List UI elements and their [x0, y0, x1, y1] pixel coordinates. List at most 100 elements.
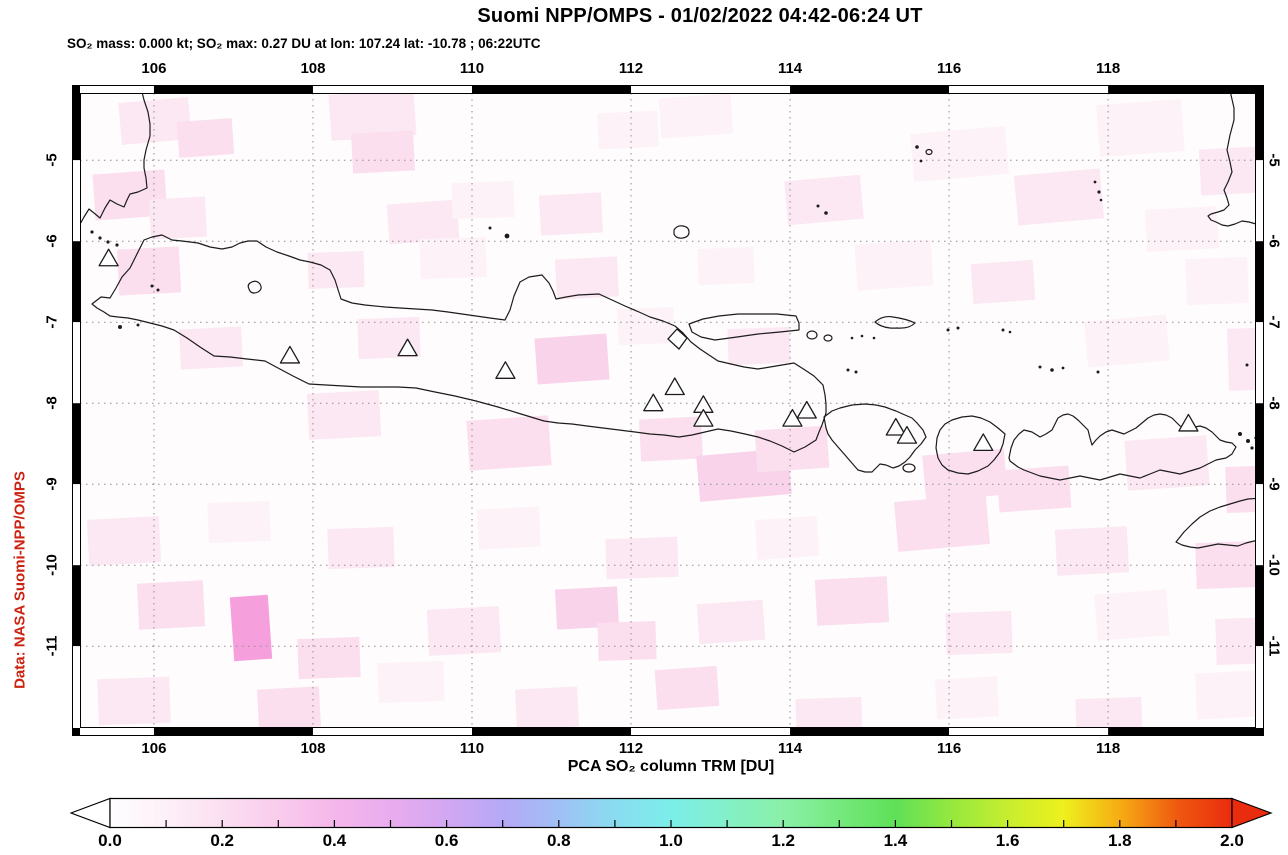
lat-tick-left--8: -8	[43, 396, 61, 410]
neatline-segment	[1256, 646, 1264, 728]
coastline-madura	[688, 313, 800, 341]
lat-tick-left--6: -6	[43, 234, 61, 248]
neatline-segment	[1256, 565, 1264, 647]
lon-tick-bottom-110: 110	[459, 740, 485, 757]
so2-patch	[1094, 589, 1170, 641]
so2-patch	[327, 526, 395, 570]
coastline-sumatra	[80, 93, 151, 226]
so2-patch	[116, 246, 182, 296]
volcano-triangle-icon	[973, 433, 994, 452]
lon-tick-top-108: 108	[300, 60, 326, 77]
neatline-segment	[631, 85, 791, 93]
lat-tick-left--5: -5	[43, 153, 61, 167]
so2-patch	[1054, 526, 1130, 576]
neatline-segment	[72, 160, 80, 242]
so2-patch	[1185, 256, 1249, 306]
lat-tick-right--10: -10	[1265, 554, 1283, 577]
colorbar-tick-label-0.8: 0.8	[546, 831, 571, 850]
so2-patch	[922, 448, 1008, 502]
neatline-segment	[1256, 403, 1264, 485]
colorbar-tick-label-1.6: 1.6	[995, 831, 1020, 850]
lon-tick-bottom-118: 118	[1095, 740, 1121, 757]
so2-patch	[1124, 435, 1210, 491]
so2-patch	[178, 326, 244, 370]
neatline-segment	[72, 403, 80, 485]
neatline-segment	[80, 85, 154, 93]
volcano-triangle-icon	[693, 408, 714, 427]
so2-patch	[784, 174, 864, 226]
islet-dots	[90, 145, 1256, 450]
lat-tick-left--10: -10	[43, 554, 61, 577]
colorbar-tick-label-0.6: 0.6	[434, 831, 459, 850]
lat-tick-right--8: -8	[1265, 396, 1283, 410]
so2-patch	[229, 594, 273, 662]
so2-patch	[697, 247, 755, 285]
lat-tick-left--7: -7	[43, 315, 61, 329]
neatline-segment	[153, 85, 313, 93]
volcano-triangle-icon	[98, 248, 119, 267]
neatline-segment	[790, 85, 950, 93]
colorbar-tick-label-0.2: 0.2	[210, 831, 235, 850]
so2-patch	[945, 610, 1013, 656]
graticule-gridlines	[80, 93, 1256, 728]
diamond-marker	[667, 328, 688, 350]
so2-pixel-patches	[86, 93, 1256, 728]
lat-tick-left--11: -11	[43, 635, 61, 657]
colorbar	[70, 797, 1273, 829]
so2-patch	[893, 494, 991, 552]
neatline-segment	[472, 728, 632, 736]
so2-patch	[854, 239, 934, 291]
volcano-triangle-icon	[279, 345, 301, 364]
neatline-segment	[1108, 85, 1256, 93]
lon-tick-top-110: 110	[459, 60, 485, 77]
so2-patch	[306, 390, 382, 440]
map-outer-frame	[72, 85, 1264, 736]
lat-tick-right--11: -11	[1265, 635, 1283, 657]
neatline-segment	[312, 728, 472, 736]
so2-patch	[597, 620, 657, 662]
so2-patch	[910, 125, 1009, 183]
coastline-java	[91, 234, 827, 453]
so2-patch	[1075, 696, 1143, 728]
so2-patch	[617, 307, 675, 345]
island-kangean	[874, 315, 916, 329]
lat-tick-right--6: -6	[1265, 234, 1283, 248]
volcano-triangle-icon	[664, 377, 685, 396]
neatline-segment	[72, 484, 80, 566]
colorbar-overflow-arrow	[1231, 797, 1273, 829]
coastline-lombok	[935, 415, 1006, 475]
so2-patch	[1198, 146, 1256, 196]
so2-patch	[136, 580, 206, 630]
lat-tick-right--9: -9	[1265, 477, 1283, 491]
island-raas	[823, 334, 833, 342]
colorbar-underflow-arrow	[70, 797, 111, 829]
so2-patch	[1144, 206, 1220, 252]
so2-patch	[795, 696, 863, 728]
colorbar-tick-label-1.2: 1.2	[771, 831, 796, 850]
neatline-segment	[80, 728, 154, 736]
so2-patch	[426, 606, 502, 656]
island-bawean	[673, 225, 690, 239]
neatline-segment	[949, 728, 1109, 736]
lon-tick-top-106: 106	[141, 60, 167, 77]
coastline-bali	[823, 403, 927, 473]
map-inner-frame	[80, 93, 1256, 728]
colorbar-tick-label-1.0: 1.0	[659, 831, 683, 850]
so2-patch	[554, 256, 620, 300]
so2-patch	[934, 676, 1000, 720]
volcano-triangle-icon	[397, 338, 418, 357]
colorbar-tick-label-0.0: 0.0	[98, 831, 122, 850]
neatline-segment	[72, 565, 80, 647]
so2-patch	[297, 636, 361, 680]
so2-patch	[1096, 99, 1185, 157]
page-title: Suomi NPP/OMPS - 01/02/2022 04:42-06:24 …	[477, 5, 923, 27]
neatline-segment	[1256, 93, 1264, 161]
neatline-segment	[1256, 241, 1264, 323]
neatline-segment	[1256, 322, 1264, 404]
so2-patch	[654, 665, 720, 711]
neatline-segment	[72, 93, 80, 161]
lon-tick-top-114: 114	[777, 60, 803, 77]
lon-tick-bottom-112: 112	[618, 740, 644, 757]
neatline-segment	[1256, 484, 1264, 566]
lon-tick-top-112: 112	[618, 60, 644, 77]
